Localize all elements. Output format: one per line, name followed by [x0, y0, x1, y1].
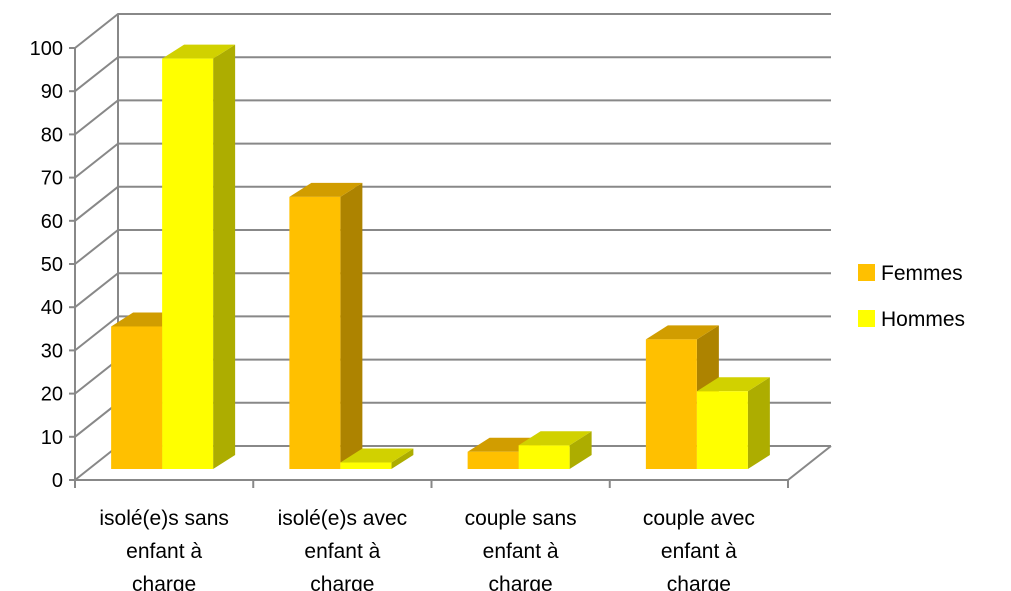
bar-front [289, 196, 341, 469]
bar-front [696, 391, 748, 469]
bar-top [645, 325, 719, 340]
legend-swatch [858, 310, 875, 327]
bar-side [340, 182, 363, 469]
bar [340, 448, 414, 469]
y-tick-label: 10 [41, 427, 63, 449]
bar-front [645, 339, 697, 469]
y-tick-label: 100 [30, 38, 63, 60]
y-tick-label: 30 [41, 340, 63, 362]
bar-front [111, 326, 163, 469]
bar-side [213, 44, 236, 469]
y-tick-label: 70 [41, 168, 63, 190]
legend-swatch [858, 264, 875, 281]
x-tick-label: couple avec enfant à charge [643, 507, 755, 591]
x-tick-label: isolé(e)s sans enfant à charge [99, 507, 229, 591]
legend: Femmes Hommes [858, 262, 965, 331]
bar-top [696, 377, 770, 392]
bar-front [518, 445, 570, 469]
bar-side [569, 431, 592, 469]
y-tick-label: 40 [41, 297, 63, 319]
x-axis-labels: isolé(e)s sans enfant à charge isolé(e)s av… [99, 507, 755, 591]
y-tick-label: 90 [41, 81, 63, 103]
bar-top [162, 44, 236, 59]
bar-top [518, 431, 592, 446]
y-tick-label: 50 [41, 254, 63, 276]
bar-front [162, 58, 214, 469]
bar-front [340, 462, 392, 469]
y-tick-label: 80 [41, 124, 63, 146]
legend-item: Femmes [858, 262, 963, 285]
x-tick-label: couple sans enfant à charge [465, 507, 577, 591]
bar [696, 377, 770, 469]
bar-front [467, 451, 519, 469]
bar-top [289, 182, 363, 197]
bar [289, 182, 363, 469]
y-tick-label: 0 [52, 470, 63, 492]
bar-top [340, 448, 414, 463]
legend-label: Hommes [881, 308, 965, 331]
bars [111, 44, 770, 469]
y-tick-label: 20 [41, 384, 63, 406]
x-tick-label: isolé(e)s avec enfant à charge [278, 507, 408, 591]
y-tick-label: 60 [41, 211, 63, 233]
bar-side [747, 377, 770, 469]
bar-side [391, 448, 414, 469]
legend-label: Femmes [881, 262, 963, 285]
bar [518, 431, 592, 469]
legend-item: Hommes [858, 308, 965, 331]
gridline [74, 13, 831, 49]
bar [162, 44, 236, 469]
y-axis-ticks: 0 10 20 30 40 50 60 70 80 90 100 [30, 38, 75, 492]
